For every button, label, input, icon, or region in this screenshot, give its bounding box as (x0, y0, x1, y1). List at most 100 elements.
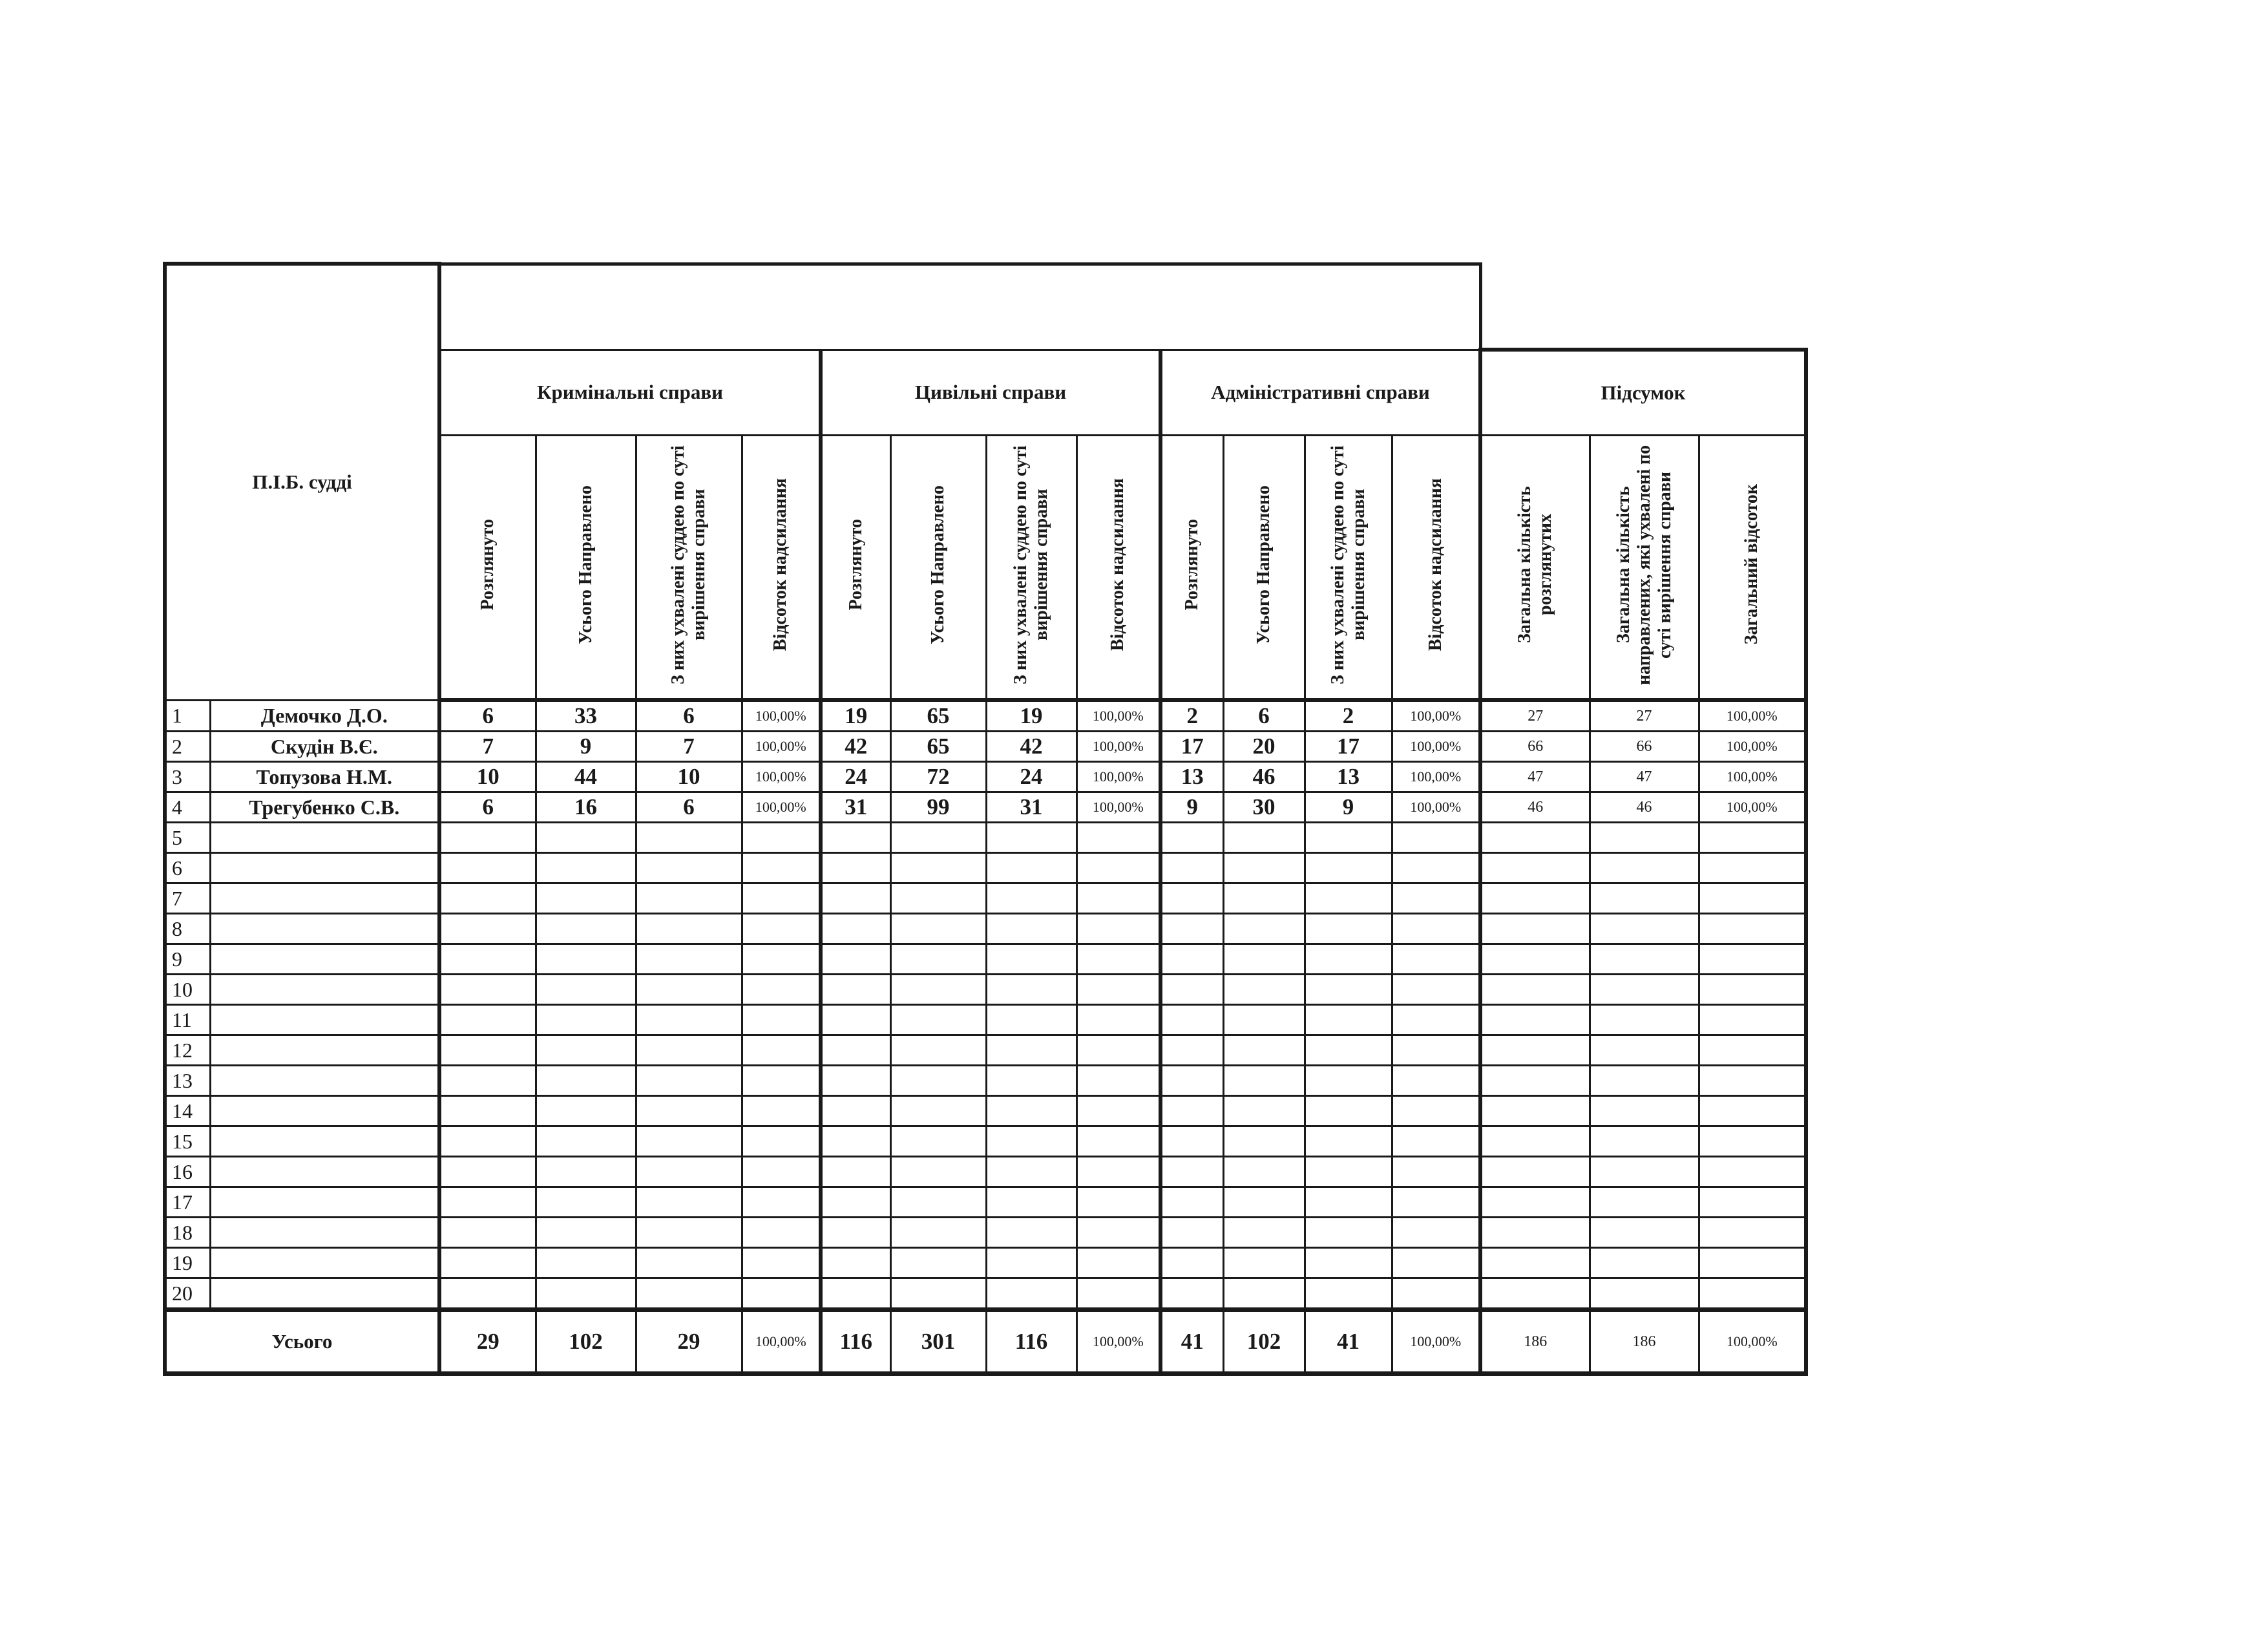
data-cell (1697, 1004, 1808, 1036)
data-cell (889, 821, 987, 854)
data-cell (985, 1064, 1078, 1097)
data-cell (534, 1034, 637, 1066)
table-row: 9 (163, 943, 1808, 975)
data-cell (1588, 1216, 1700, 1249)
table-title (437, 262, 1480, 351)
data-cell (635, 1186, 743, 1218)
data-cell (1697, 973, 1808, 1006)
row-number: 4 (163, 791, 211, 823)
data-cell (1303, 913, 1393, 945)
data-cell (1075, 882, 1162, 914)
data-cell (1075, 1034, 1162, 1066)
data-cell (1222, 1216, 1306, 1249)
table-row: 14 (163, 1095, 1808, 1127)
data-cell (1303, 1125, 1393, 1157)
data-cell (437, 1247, 537, 1279)
data-cell (819, 882, 892, 914)
data-cell (1478, 1125, 1591, 1157)
data-cell: 17 (1159, 730, 1224, 763)
data-cell: 100,00% (1075, 761, 1162, 793)
data-cell (1075, 821, 1162, 854)
data-cell: 31 (985, 791, 1078, 823)
data-cell (534, 821, 637, 854)
data-cell (740, 821, 822, 854)
data-cell: 100,00% (1075, 791, 1162, 823)
data-cell (740, 1216, 822, 1249)
data-cell (437, 913, 537, 945)
table-row: 1 Демочко Д.О. 6 33 6 100,00% 19 65 19 100,00% 2 6 2… (163, 699, 1808, 732)
data-cell: 9 (1303, 791, 1393, 823)
data-cell (889, 1247, 987, 1279)
row-number: 12 (163, 1034, 211, 1066)
data-cell (985, 1125, 1078, 1157)
data-cell (819, 1064, 892, 1097)
judge-name (209, 821, 441, 854)
table-row: 16 (163, 1156, 1808, 1188)
data-cell (889, 882, 987, 914)
data-cell (437, 821, 537, 854)
data-cell (1159, 1247, 1224, 1279)
data-cell (437, 1156, 537, 1188)
data-cell (889, 1125, 987, 1157)
column-header: Відсоток надсилання (1075, 434, 1162, 702)
data-cell (1391, 882, 1482, 914)
data-cell (1588, 1034, 1700, 1066)
data-cell (985, 1216, 1078, 1249)
data-cell (1075, 1247, 1162, 1279)
data-cell (635, 1004, 743, 1036)
data-cell (1303, 1186, 1393, 1218)
data-cell (1391, 821, 1482, 854)
judge-name (209, 1156, 441, 1188)
data-cell: 24 (985, 761, 1078, 793)
table-row: 18 (163, 1216, 1808, 1249)
data-cell (1303, 1247, 1393, 1279)
row-number: 6 (163, 852, 211, 884)
data-cell (1697, 1216, 1808, 1249)
column-header: Загальна кількість направлених, які ухва… (1588, 434, 1700, 702)
data-cell: 17 (1303, 730, 1393, 763)
data-cell: 6 (635, 791, 743, 823)
data-cell (1697, 882, 1808, 914)
data-cell (1697, 1095, 1808, 1127)
column-header-label: З них ухвалені суддею по суті вирішення … (668, 445, 709, 684)
data-cell (1159, 882, 1224, 914)
total-cell: 186 (1478, 1307, 1591, 1376)
total-cell: 100,00% (740, 1307, 822, 1376)
column-header: Розглянуто (819, 434, 892, 702)
data-cell (819, 1216, 892, 1249)
data-cell (985, 852, 1078, 884)
data-cell: 100,00% (1391, 699, 1482, 732)
column-header: Загальний відсоток (1697, 434, 1808, 702)
data-cell: 20 (1222, 730, 1306, 763)
data-cell (1222, 1247, 1306, 1279)
data-cell (1391, 973, 1482, 1006)
table-row: 6 (163, 852, 1808, 884)
data-cell (1697, 1156, 1808, 1188)
data-cell (437, 943, 537, 975)
data-cell (1222, 821, 1306, 854)
data-cell (889, 1064, 987, 1097)
data-cell (534, 1247, 637, 1279)
data-cell: 65 (889, 699, 987, 732)
data-cell (1478, 852, 1591, 884)
data-cell: 6 (1222, 699, 1306, 732)
data-cell (1588, 1064, 1700, 1097)
judge-name (209, 882, 441, 914)
data-cell (1303, 1277, 1393, 1311)
row-number: 11 (163, 1004, 211, 1036)
data-cell (1588, 1156, 1700, 1188)
data-cell (889, 1156, 987, 1188)
table-row: 20 (163, 1277, 1808, 1311)
data-cell: 27 (1478, 699, 1591, 732)
column-header: Усього Направлено (534, 434, 637, 702)
data-cell (534, 1186, 637, 1218)
data-cell (1075, 1125, 1162, 1157)
data-cell (1391, 1004, 1482, 1036)
row-number: 17 (163, 1186, 211, 1218)
data-cell: 6 (437, 699, 537, 732)
data-cell (889, 852, 987, 884)
row-number: 16 (163, 1156, 211, 1188)
data-cell (1391, 1125, 1482, 1157)
data-cell (1159, 1125, 1224, 1157)
data-cell (534, 1216, 637, 1249)
